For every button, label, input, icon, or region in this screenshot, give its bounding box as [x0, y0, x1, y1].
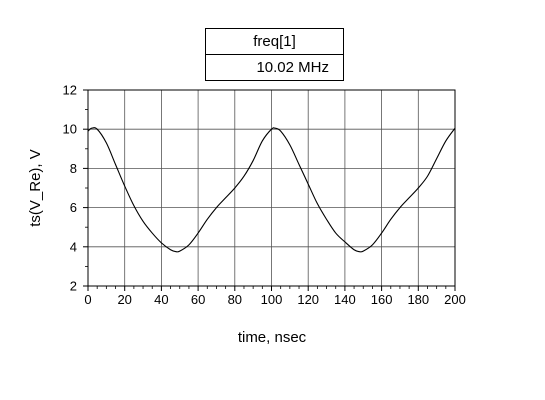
y-axis-label: ts(V_Re), V: [27, 149, 44, 227]
grid: [88, 90, 455, 286]
y-tick-label: 10: [63, 122, 77, 137]
x-tick-label: 80: [228, 292, 242, 307]
x-tick-label: 20: [117, 292, 131, 307]
x-axis-label: time, nsec: [238, 329, 307, 346]
x-tick-label: 180: [407, 292, 429, 307]
x-tick-label: 200: [444, 292, 466, 307]
ticks: [83, 89, 456, 291]
table-value: 10.02 MHz: [256, 59, 329, 76]
x-tick-label: 120: [297, 292, 319, 307]
x-tick-label: 60: [191, 292, 205, 307]
x-tick-label: 140: [334, 292, 356, 307]
table-header: freq[1]: [206, 29, 343, 55]
x-tick-labels: 0 20 40 60 80 100 120 140 160 180 200: [84, 292, 465, 307]
y-tick-label: 12: [63, 83, 77, 98]
y-tick-label: 6: [70, 200, 77, 215]
y-tick-label: 2: [70, 279, 77, 294]
x-tick-label: 160: [371, 292, 393, 307]
x-tick-label: 100: [261, 292, 283, 307]
x-tick-label: 40: [154, 292, 168, 307]
y-tick-labels: 2 4 6 8 10 12: [63, 83, 77, 294]
x-tick-label: 0: [84, 292, 91, 307]
y-tick-label: 4: [70, 239, 77, 254]
frequency-table: freq[1] 10.02 MHz: [205, 28, 344, 81]
series-line-0: [87, 127, 456, 253]
y-tick-label: 8: [70, 161, 77, 176]
series-group: [87, 127, 456, 253]
